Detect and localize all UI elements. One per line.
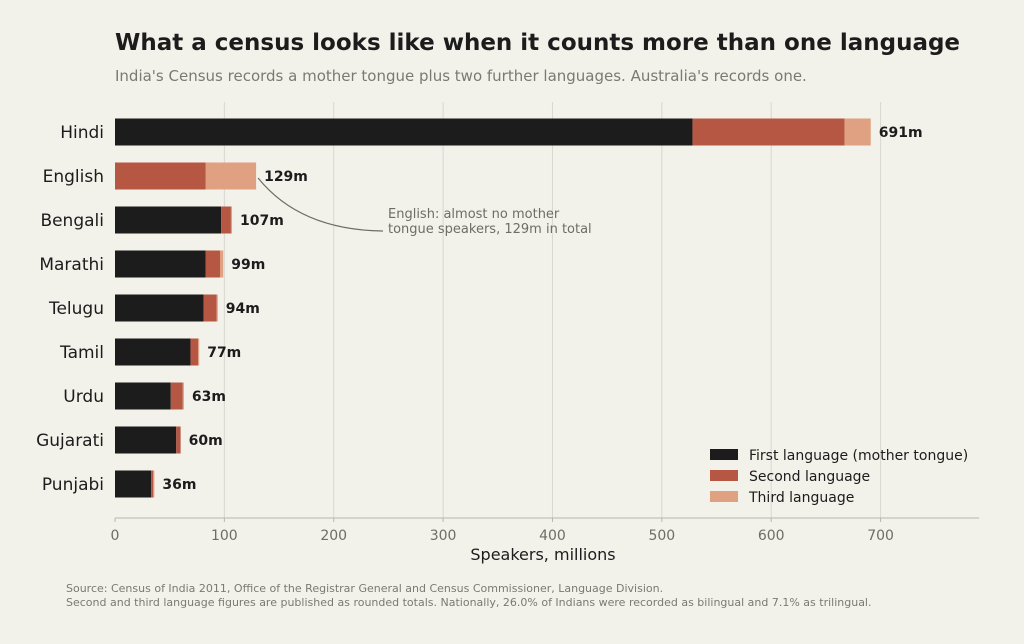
bar-segment <box>115 426 177 454</box>
bar-segment <box>115 338 191 366</box>
total-labels: 691m 129m 107m 99m 94m 77m 63m 60m 36m <box>162 125 922 493</box>
legend-swatch <box>710 470 738 481</box>
x-tick-label: 300 <box>430 528 457 544</box>
total-label: 77m <box>207 345 241 361</box>
bar-segment <box>115 294 204 322</box>
legend-swatch <box>710 449 738 460</box>
bar-segment <box>182 382 184 410</box>
bar-segment <box>115 470 152 498</box>
bar-segment <box>115 250 206 278</box>
x-tick-label: 100 <box>211 528 238 544</box>
bars <box>115 118 871 498</box>
gridlines <box>223 102 882 518</box>
category-label: Tamil <box>59 343 104 363</box>
chart-svg: Hindi English Bengali Marathi Telugu Tamil Urd… <box>36 102 979 564</box>
category-label: Gujarati <box>36 431 104 451</box>
x-tick-label: 200 <box>320 528 347 544</box>
bar-segment <box>230 206 233 234</box>
bar-segment <box>151 470 154 498</box>
total-label: 36m <box>162 477 196 493</box>
bar-segment <box>221 206 231 234</box>
bar-segment <box>844 118 871 146</box>
bar-segment <box>190 338 199 366</box>
bar-segment <box>153 470 155 498</box>
bar-segment <box>115 118 693 146</box>
x-tick-label: 500 <box>648 528 675 544</box>
total-label: 99m <box>231 257 265 273</box>
bar-segment <box>176 426 181 454</box>
category-label: Hindi <box>60 123 104 143</box>
bar-segment <box>115 162 206 190</box>
bar-segment <box>170 382 183 410</box>
source-line: Second and third language figures are pu… <box>66 596 872 609</box>
bar-segment <box>198 338 200 366</box>
bar-segment <box>205 162 257 190</box>
legend-label: Second language <box>749 469 870 485</box>
legend-label: First language (mother tongue) <box>749 448 968 464</box>
total-label: 94m <box>226 301 260 317</box>
bar-segment <box>692 118 845 146</box>
x-tick-label: 400 <box>539 528 566 544</box>
category-label: English <box>43 167 104 187</box>
total-label: 107m <box>240 213 284 229</box>
chart-title: What a census looks like when it counts … <box>115 30 961 56</box>
x-tick-label: 0 <box>111 528 120 544</box>
bar-segment <box>115 206 222 234</box>
bar-segment <box>219 250 224 278</box>
bar-segment <box>205 250 220 278</box>
category-label: Urdu <box>63 387 104 407</box>
category-label: Bengali <box>40 211 104 231</box>
bar-segment <box>115 382 171 410</box>
legend-swatch <box>710 491 738 502</box>
annotation-text: English: almost no mother <box>388 207 560 222</box>
category-label: Marathi <box>39 255 104 275</box>
legend-label: Third language <box>748 490 854 506</box>
total-label: 129m <box>264 169 308 185</box>
annotation-arrow <box>257 177 384 232</box>
source-line: Source: Census of India 2011, Office of … <box>66 582 664 595</box>
total-label: 691m <box>879 125 923 141</box>
x-tick-label: 600 <box>758 528 785 544</box>
category-label: Punjabi <box>42 475 104 495</box>
total-label: 60m <box>189 433 223 449</box>
category-labels: Hindi English Bengali Marathi Telugu Tamil Urd… <box>36 123 104 495</box>
bar-segment <box>203 294 217 322</box>
annotation-text: tongue speakers, 129m in total <box>388 222 592 237</box>
x-axis-label: Speakers, millions <box>470 545 615 564</box>
x-tick-label: 700 <box>867 528 894 544</box>
source-note: Source: Census of India 2011, Office of … <box>66 582 872 610</box>
bar-segment <box>216 294 218 322</box>
x-axis: 0 100 200 300 400 500 600 700 Speakers, millions <box>111 517 979 564</box>
total-label: 63m <box>192 389 226 405</box>
chart-subtitle: India's Census records a mother tongue p… <box>115 67 807 85</box>
category-label: Telugu <box>48 299 104 319</box>
legend: First language (mother tongue) Second lan… <box>710 448 968 506</box>
